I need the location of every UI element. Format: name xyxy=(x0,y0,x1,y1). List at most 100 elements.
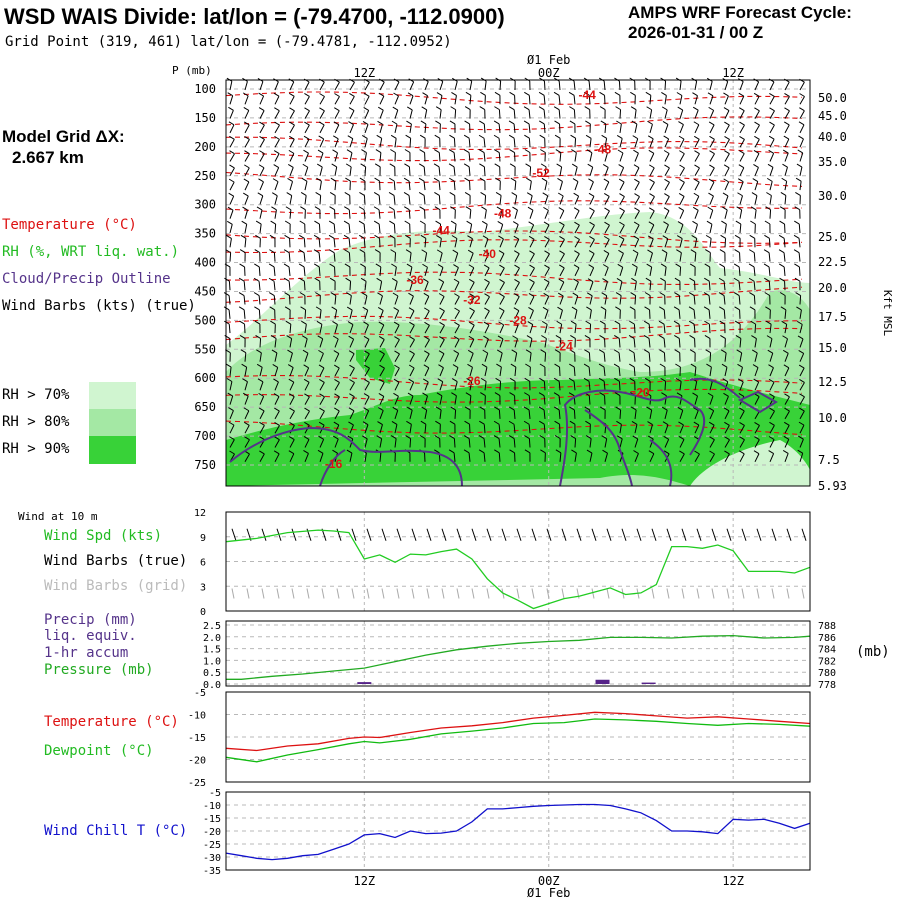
wind-barb-flag xyxy=(224,334,230,339)
kft-tick-label: 7.5 xyxy=(818,453,840,467)
wind-barb xyxy=(784,110,790,119)
wind-barb-flag xyxy=(274,436,280,441)
wind-barb-flag xyxy=(319,407,325,412)
wind-barb-flag xyxy=(479,406,485,411)
wind-barb-flag xyxy=(751,349,758,354)
wind-barb xyxy=(259,381,264,391)
wind-barb-flag xyxy=(508,420,515,425)
wind-barb xyxy=(604,196,610,205)
wind-barb-true xyxy=(666,528,672,541)
wind-barb xyxy=(634,438,639,448)
wind-barb xyxy=(469,310,475,320)
wind-barb-flag xyxy=(645,392,652,397)
wind-barb-flag xyxy=(254,306,260,311)
temperature-label-value: -24 xyxy=(555,339,573,353)
wind-barb-true xyxy=(291,528,297,541)
windchill-tick-label: -10 xyxy=(203,801,221,812)
wind-barb-flag xyxy=(708,106,714,111)
wind-barb xyxy=(274,439,280,448)
wind-barb-flag xyxy=(662,421,669,426)
wind-barb xyxy=(439,81,444,91)
wind-barb-flag xyxy=(523,420,530,425)
wind-barb xyxy=(799,438,804,448)
wind-barb-flag xyxy=(283,263,290,268)
wind-barb-flag xyxy=(647,235,654,240)
wind-barb xyxy=(484,324,490,334)
wind-barb-flag xyxy=(289,436,295,440)
wind-barb xyxy=(724,195,729,205)
wind-barb-flag xyxy=(405,134,411,139)
wind-barb xyxy=(394,382,400,391)
wind-barb xyxy=(573,109,576,119)
forecast-cycle-title: AMPS WRF Forecast Cycle: xyxy=(628,3,852,22)
wind-barb-flag xyxy=(615,406,621,411)
wind-barb-flag xyxy=(273,150,280,154)
wind-barb-flag xyxy=(226,378,233,382)
wind-barb xyxy=(573,409,576,419)
wind-barb xyxy=(484,195,487,205)
wind-barb-flag xyxy=(692,106,699,111)
wind-barb xyxy=(229,95,234,105)
wind-barb-flag xyxy=(464,106,471,111)
wind-barb xyxy=(379,452,382,462)
wind-barb xyxy=(604,123,607,133)
wind-barb-flag xyxy=(484,293,490,298)
wind-barb xyxy=(529,253,535,262)
wind-barb xyxy=(589,196,595,205)
kft-tick-label: 45.0 xyxy=(818,109,847,123)
wind-barb xyxy=(529,324,534,334)
wind-barb xyxy=(364,166,367,176)
wind-barb-grid xyxy=(666,588,670,599)
wind-barb-true xyxy=(651,528,657,541)
wind-barb-flag xyxy=(618,235,625,240)
wind-barb xyxy=(364,152,367,162)
wind-barb xyxy=(768,238,771,248)
wind-barb-flag xyxy=(464,120,470,125)
wind-barb-flag xyxy=(585,435,592,440)
wind-barb-flag xyxy=(674,292,680,296)
model-grid-info: Model Grid ΔX: 2.667 km xyxy=(2,126,125,168)
wind-barb xyxy=(364,452,367,462)
wind-barbs-true-label: Wind Barbs (true) xyxy=(44,553,188,569)
wind-barb xyxy=(784,195,787,205)
wind-barb-flag xyxy=(374,234,380,239)
wind-barb-flag xyxy=(631,277,637,282)
wind-barb-flag xyxy=(703,306,710,311)
wind-barb xyxy=(364,424,369,434)
wind-barb xyxy=(259,81,264,91)
wind-barb xyxy=(678,295,681,305)
wind-barb-flag xyxy=(751,192,758,197)
wind-barb-grid xyxy=(351,588,355,599)
wind-barb-flag xyxy=(583,377,590,382)
wind-barb-flag xyxy=(258,107,265,112)
wind-barb xyxy=(274,124,280,134)
wind-barb-flag xyxy=(645,277,652,282)
wind-barb xyxy=(664,266,667,276)
wind-barb xyxy=(589,181,594,191)
wind-barb-flag xyxy=(273,164,279,169)
wind-barb-flag xyxy=(738,92,745,97)
wind-barb-flag xyxy=(589,236,595,240)
wind-barb xyxy=(634,210,640,219)
wind-barb xyxy=(619,196,625,205)
wind-barb xyxy=(259,124,265,134)
wind-barb xyxy=(244,153,250,162)
temperature-label-value: -20 xyxy=(632,386,650,400)
wind-barb xyxy=(604,239,610,248)
wind-barb xyxy=(334,96,340,105)
wind-barb xyxy=(619,224,625,234)
wind-barb-flag xyxy=(614,377,620,382)
wind-barb-flag xyxy=(542,306,549,311)
wind-barb-flag xyxy=(647,135,654,140)
temperature-label-value: -32 xyxy=(463,293,481,307)
wind-barb-flag xyxy=(343,234,350,239)
wind-barb-flag xyxy=(244,135,250,140)
wind-barb-flag xyxy=(334,407,340,412)
kft-tick-label: 30.0 xyxy=(818,189,847,203)
wind-barb xyxy=(574,309,578,319)
wind-barb xyxy=(424,310,430,320)
wind-barb xyxy=(619,181,625,191)
wind-barb-flag xyxy=(706,220,713,225)
wind-barb xyxy=(349,166,352,176)
wind-barb-flag xyxy=(419,149,425,153)
